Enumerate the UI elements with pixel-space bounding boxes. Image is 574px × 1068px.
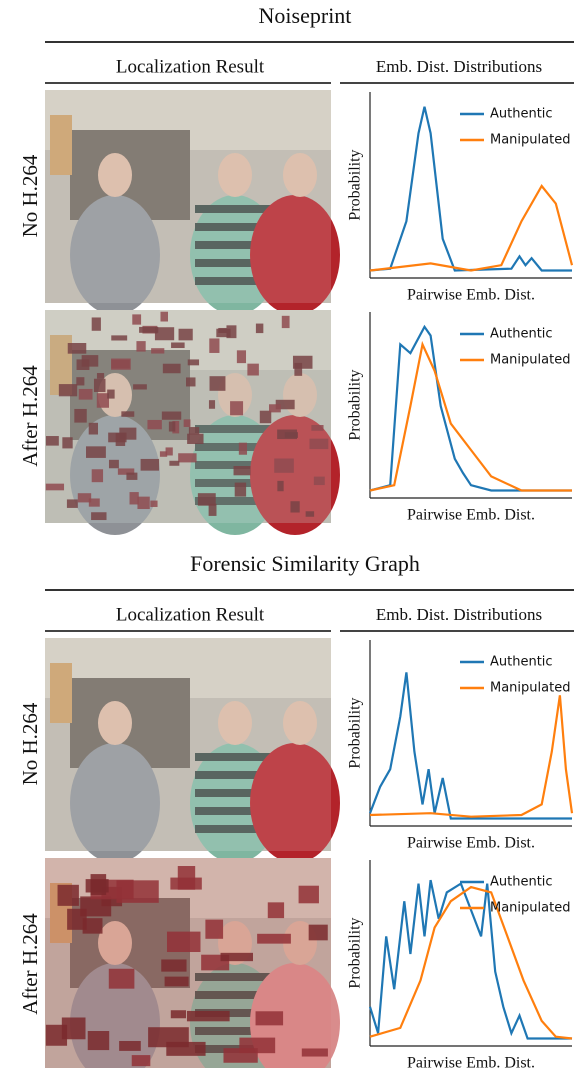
x-axis-label: Pairwise Emb. Dist. (407, 1055, 535, 1068)
y-axis-label: Probability (347, 369, 364, 440)
y-axis-label: Probability (347, 697, 364, 768)
tint (45, 310, 331, 523)
row-label: After H.264 (18, 913, 42, 1015)
legend-label: Authentic (490, 107, 553, 122)
row-label: No H.264 (18, 702, 42, 785)
column-header: Localization Result (116, 604, 265, 625)
column-header: Localization Result (116, 56, 265, 77)
y-axis-label: Probability (347, 917, 364, 988)
legend-label: Authentic (490, 327, 553, 342)
figure: Noiseprint Localization Result Emb. Dist. … (0, 0, 574, 1068)
x-axis-label: Pairwise Emb. Dist. (407, 287, 535, 304)
localization-image (45, 858, 340, 1068)
section-title: Forensic Similarity Graph (190, 551, 420, 576)
tint (45, 858, 331, 1068)
x-axis-label: Pairwise Emb. Dist. (407, 507, 535, 524)
localization-image (45, 638, 340, 863)
y-axis-label: Probability (347, 149, 364, 220)
distribution-curve (370, 327, 572, 491)
legend-label: Manipulated (490, 681, 570, 696)
x-axis-label: Pairwise Emb. Dist. (407, 835, 535, 852)
column-header: Emb. Dist. Distributions (376, 605, 542, 624)
legend-label: Manipulated (490, 133, 570, 148)
tint (45, 90, 331, 303)
localization-image (45, 310, 340, 535)
distribution-curve (370, 186, 572, 271)
column-header: Emb. Dist. Distributions (376, 57, 542, 76)
row-label: No H.264 (18, 154, 42, 237)
distribution-curve (370, 107, 572, 271)
legend-label: Manipulated (490, 353, 570, 368)
tint (45, 638, 331, 851)
legend-label: Authentic (490, 875, 553, 890)
localization-image (45, 90, 340, 315)
legend-label: Manipulated (490, 901, 570, 916)
legend-label: Authentic (490, 655, 553, 670)
row-label: After H.264 (18, 365, 42, 467)
section-title: Noiseprint (259, 3, 352, 28)
